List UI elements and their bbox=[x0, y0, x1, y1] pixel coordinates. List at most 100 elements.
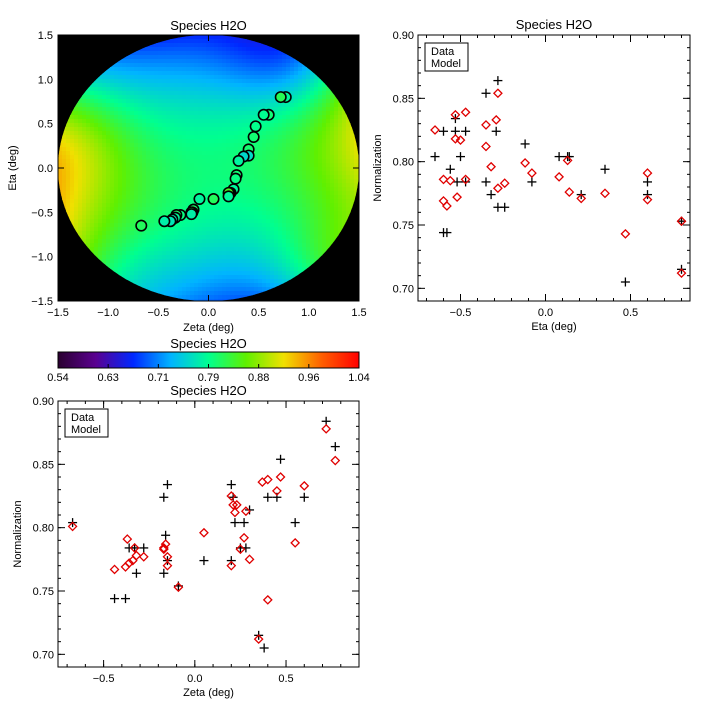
map-field-cell bbox=[186, 131, 191, 136]
map-field-cell bbox=[138, 115, 143, 120]
map-field-cell bbox=[226, 211, 231, 216]
map-field-cell bbox=[78, 195, 83, 200]
map-field-cell bbox=[246, 235, 251, 240]
map-field-cell bbox=[154, 247, 159, 252]
map-field-cell bbox=[150, 171, 155, 176]
map-field-cell bbox=[78, 107, 83, 112]
map-field-cell bbox=[262, 43, 267, 48]
map-field-cell bbox=[150, 139, 155, 144]
map-field-cell bbox=[190, 91, 195, 96]
map-field-cell bbox=[102, 111, 107, 116]
map-field-cell bbox=[346, 131, 351, 136]
map-field-cell bbox=[202, 295, 207, 300]
map-field-cell bbox=[210, 67, 215, 72]
map-field-cell bbox=[194, 279, 199, 284]
map-field-cell bbox=[130, 159, 135, 164]
map-field-cell bbox=[114, 139, 119, 144]
map-field-cell bbox=[170, 263, 175, 268]
map-field-cell bbox=[218, 287, 223, 292]
map-field-cell bbox=[282, 51, 287, 56]
map-field-cell bbox=[174, 55, 179, 60]
map-field-cell bbox=[162, 135, 167, 140]
map-field-cell bbox=[270, 163, 275, 168]
map-field-cell bbox=[186, 295, 191, 300]
map-field-cell bbox=[322, 183, 327, 188]
map-field-cell bbox=[182, 207, 187, 212]
map-field-cell bbox=[154, 67, 159, 72]
map-field-cell bbox=[94, 203, 99, 208]
map-field-cell bbox=[190, 119, 195, 124]
map-field-cell bbox=[154, 71, 159, 76]
map-field-cell bbox=[246, 91, 251, 96]
map-field-cell bbox=[210, 147, 215, 152]
map-field-cell bbox=[146, 51, 151, 56]
map-field-cell bbox=[234, 291, 239, 296]
map-field-cell bbox=[266, 131, 271, 136]
map-field-cell bbox=[214, 183, 219, 188]
map-field-cell bbox=[130, 187, 135, 192]
map-field-cell bbox=[150, 275, 155, 280]
map-field-cell bbox=[174, 239, 179, 244]
map-field-cell bbox=[166, 155, 171, 160]
map-field-cell bbox=[134, 151, 139, 156]
map-field-cell bbox=[210, 143, 215, 148]
map-field-cell bbox=[338, 179, 343, 184]
map-field-cell bbox=[150, 107, 155, 112]
map-field-cell bbox=[134, 175, 139, 180]
map-field-cell bbox=[126, 123, 131, 128]
map-field-cell bbox=[318, 147, 323, 152]
map-field-cell bbox=[190, 171, 195, 176]
map-field-cell bbox=[214, 63, 219, 68]
map-field-cell bbox=[146, 163, 151, 168]
map-field-cell bbox=[138, 139, 143, 144]
map-field-cell bbox=[278, 243, 283, 248]
map-field-cell bbox=[138, 199, 143, 204]
map-field-cell bbox=[246, 183, 251, 188]
map-field-cell bbox=[230, 83, 235, 88]
map-field-cell bbox=[190, 251, 195, 256]
map-field-cell bbox=[314, 95, 319, 100]
map-field-cell bbox=[82, 211, 87, 216]
map-field-cell bbox=[110, 227, 115, 232]
map-field-cell bbox=[146, 143, 151, 148]
map-field-cell bbox=[110, 135, 115, 140]
map-field-cell bbox=[242, 191, 247, 196]
map-field-cell bbox=[134, 159, 139, 164]
map-field-cell bbox=[318, 91, 323, 96]
map-field-cell bbox=[262, 263, 267, 268]
map-field-cell bbox=[190, 287, 195, 292]
map-field-cell bbox=[294, 63, 299, 68]
map-field-cell bbox=[162, 99, 167, 104]
map-field-cell bbox=[274, 199, 279, 204]
map-field-cell bbox=[202, 239, 207, 244]
map-field-cell bbox=[194, 103, 199, 108]
map-field-cell bbox=[158, 287, 163, 292]
map-field-cell bbox=[74, 119, 79, 124]
map-field-cell bbox=[78, 135, 83, 140]
map-field-cell bbox=[210, 123, 215, 128]
map-field-cell bbox=[194, 79, 199, 84]
map-field-cell bbox=[114, 71, 119, 76]
map-field-cell bbox=[286, 219, 291, 224]
map-field-cell bbox=[186, 195, 191, 200]
map-field-cell bbox=[210, 35, 215, 40]
map-field-cell bbox=[114, 107, 119, 112]
map-field-cell bbox=[230, 199, 235, 204]
map-field-cell bbox=[114, 127, 119, 132]
map-field-cell bbox=[202, 131, 207, 136]
map-field-cell bbox=[202, 151, 207, 156]
map-field-cell bbox=[82, 163, 87, 168]
map-field-cell bbox=[182, 247, 187, 252]
map-field-cell bbox=[102, 107, 107, 112]
map-field-cell bbox=[338, 183, 343, 188]
map-field-cell bbox=[266, 287, 271, 292]
map-field-cell bbox=[230, 35, 235, 40]
map-field-cell bbox=[70, 179, 75, 184]
map-field-cell bbox=[266, 159, 271, 164]
map-field-cell bbox=[86, 199, 91, 204]
map-field-cell bbox=[90, 183, 95, 188]
map-field-cell bbox=[206, 51, 211, 56]
map-field-cell bbox=[294, 151, 299, 156]
map-field-cell bbox=[346, 179, 351, 184]
map-field-cell bbox=[314, 159, 319, 164]
